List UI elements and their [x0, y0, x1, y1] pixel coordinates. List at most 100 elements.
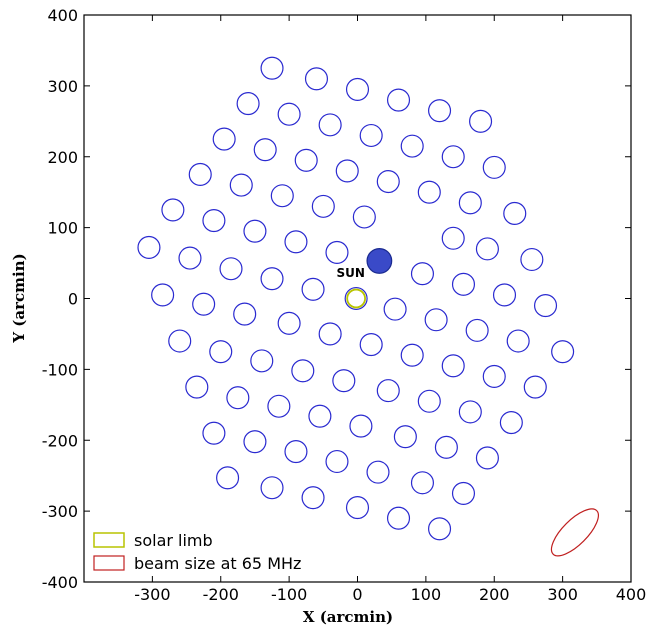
beam-circle-55: [400, 343, 424, 367]
sun-annotation: SUN: [336, 266, 364, 280]
beam-circle-8: [277, 102, 301, 126]
beam-circle-19: [417, 180, 441, 204]
beam-circle-37: [492, 283, 517, 307]
beam-circle-6: [469, 109, 493, 133]
legend-solar-limb-swatch: [93, 532, 125, 548]
x-tick-label-0: -300: [134, 585, 170, 604]
y-tick-label-3: 100: [47, 219, 78, 238]
legend-beam-size-swatch: [93, 555, 125, 571]
beam-circle-57: [482, 364, 506, 389]
beam-circle-66: [458, 400, 482, 424]
x-tick-label-6: 300: [547, 585, 578, 604]
beam-circle-21: [503, 201, 527, 225]
y-tick-label-0: 400: [47, 6, 78, 25]
beam-circle-28: [475, 237, 499, 261]
beam-circle-74: [434, 435, 458, 459]
beam-circle-53: [318, 322, 342, 346]
beam-circle-45: [424, 308, 448, 332]
beam-circle-46: [465, 318, 489, 342]
beam-circle-35: [410, 262, 434, 286]
beam-circle-32: [243, 219, 267, 243]
beam-circle-39: [137, 235, 161, 260]
beam-circle-36: [451, 272, 476, 296]
beam-circle-43: [301, 277, 325, 301]
beam-circle-86: [345, 496, 370, 520]
beam-circle-40: [178, 246, 202, 270]
x-tick-label-5: 200: [479, 585, 510, 604]
beam-circle-5: [428, 99, 452, 123]
beam-circle-61: [250, 349, 274, 373]
beams-layer: [137, 56, 599, 557]
y-tick-label-8: -400: [42, 573, 78, 592]
beam-circle-49: [151, 283, 175, 307]
beam-circle-59: [168, 329, 192, 353]
beam-circle-1: [260, 56, 284, 80]
beam-circle-14: [212, 127, 236, 151]
beam-circle-31: [202, 208, 226, 233]
beam-circle-54: [359, 333, 383, 357]
y-axis-label: Y (arcmin): [10, 253, 28, 343]
y-tick-label-2: 200: [47, 148, 78, 167]
beam-circle-23: [229, 173, 253, 197]
beam-circle-85: [301, 486, 325, 510]
y-tick-label-6: -200: [42, 431, 78, 450]
beam-circle-82: [451, 481, 476, 505]
beam-circle-81: [410, 471, 434, 495]
beam-circle-4: [386, 88, 411, 112]
beam-circle-62: [291, 359, 315, 383]
beam-circle-83: [216, 466, 240, 490]
beam-circle-44: [383, 297, 407, 321]
beam-circle-67: [499, 410, 523, 435]
beam-circle-30: [161, 198, 185, 222]
beam-circle-13: [482, 155, 506, 179]
y-tick-label-5: -100: [42, 360, 78, 379]
beam-circle-60: [209, 340, 233, 364]
beam-circle-84: [260, 476, 284, 500]
beam-circle-69: [226, 386, 250, 410]
highlighted-beam: [366, 248, 393, 274]
beam-circle-9: [318, 113, 342, 137]
beam-circle-16: [294, 148, 318, 172]
solar-limb-circle: [346, 288, 366, 309]
beam-circle-88: [428, 517, 452, 541]
x-tick-label-1: -200: [203, 585, 239, 604]
beam-circle-7: [236, 92, 260, 116]
x-axis-label: X (arcmin): [303, 608, 393, 626]
beam-circle-18: [376, 170, 400, 194]
beam-circle-29: [520, 247, 544, 272]
beam-circle-75: [475, 446, 499, 470]
x-tick-label-7: 400: [616, 585, 647, 604]
beam-circle-17: [335, 159, 359, 183]
solar-limb-beam: [344, 286, 368, 311]
beam-circle-38: [533, 294, 558, 318]
x-tick-label-4: 100: [411, 585, 442, 604]
y-tick-label-7: -300: [42, 502, 78, 521]
beam-circle-79: [325, 449, 349, 474]
beam-circle-20: [458, 191, 482, 215]
beam-circle-22: [188, 162, 212, 187]
beam-circle-41: [219, 257, 243, 281]
y-tick-label-1: 300: [47, 77, 78, 96]
beam-circle-77: [243, 430, 267, 454]
beam-circle-15: [253, 138, 277, 162]
beam-circle-26: [352, 205, 376, 229]
beam-circle-65: [417, 389, 441, 413]
beam-circle-34: [325, 240, 349, 264]
beam-circle-3: [345, 77, 370, 101]
beam-circle-80: [366, 460, 390, 484]
beam-circle-73: [393, 425, 417, 449]
y-tick-label-4: 0: [68, 290, 78, 309]
x-tick-label-3: 0: [352, 585, 362, 604]
beam-circle-27: [441, 226, 465, 250]
beam-circle-76: [202, 421, 226, 445]
beam-circle-24: [270, 184, 294, 208]
beam-circle-72: [349, 414, 373, 438]
beam-circle-51: [233, 302, 257, 326]
beam-circle-70: [267, 394, 291, 418]
beam-circle-25: [311, 194, 335, 218]
beam-circle-42: [260, 267, 284, 291]
legend-solar-limb-label: solar limb: [134, 531, 213, 550]
beam-circle-56: [441, 354, 465, 378]
beam-size-ellipse: [550, 508, 599, 557]
